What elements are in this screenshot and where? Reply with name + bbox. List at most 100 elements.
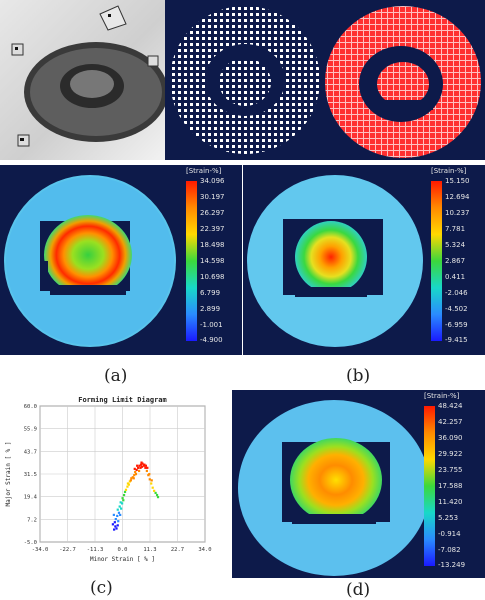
x-tick-label: -34.0: [32, 547, 49, 553]
tick-a-3: 22.397: [200, 225, 225, 233]
data-point: [113, 521, 116, 524]
data-point: [117, 511, 121, 514]
data-point: [138, 469, 141, 473]
tick-b-6: 0.411: [445, 273, 466, 281]
strain-map-d-panel: [Strain-%] 48.424 42.257 36.090 29.922 2…: [232, 390, 485, 578]
data-point: [111, 523, 114, 526]
label-c: (c): [90, 578, 113, 598]
y-tick-label: 19.4: [24, 495, 38, 501]
data-point: [114, 525, 117, 528]
white-mesh-panel: [165, 0, 321, 160]
data-point: [144, 464, 147, 467]
data-point: [116, 524, 119, 527]
data-point: [144, 466, 147, 469]
legend-title-b: [Strain-%]: [431, 167, 467, 175]
legend-title-a: [Strain-%]: [186, 167, 222, 175]
data-point: [153, 489, 156, 492]
data-point: [121, 497, 124, 500]
tick-a-2: 26.297: [200, 209, 225, 217]
data-point: [123, 490, 127, 493]
x-axis-label: Minor Strain [ % ]: [90, 556, 155, 563]
specimen-photo: [0, 0, 165, 160]
data-point: [114, 517, 117, 521]
tick-b-4: 5.324: [445, 241, 466, 249]
strain-map-b-panel: [Strain-%] 15.150 12.694 10.237 7.781 5.…: [243, 165, 485, 355]
tick-d-7: 5.253: [438, 514, 459, 522]
data-point: [146, 466, 149, 469]
tick-a-4: 18.498: [200, 241, 225, 249]
data-point: [113, 528, 116, 531]
x-tick-label: -22.7: [59, 547, 76, 553]
x-tick-label: 34.0: [198, 547, 211, 553]
chart-title: Forming Limit Diagram: [78, 396, 167, 404]
red-mesh-panel: [321, 0, 485, 160]
tick-b-1: 12.694: [445, 193, 470, 201]
data-point: [155, 493, 159, 497]
data-point: [133, 474, 136, 477]
colorbar-b: [431, 181, 442, 341]
tick-d-5: 17.588: [438, 482, 463, 490]
data-point: [116, 514, 119, 518]
data-point: [122, 499, 125, 502]
label-b: (b): [346, 366, 371, 386]
data-point: [116, 508, 119, 511]
tick-a-6: 10.698: [200, 273, 225, 281]
tick-d-8: -0.914: [438, 530, 461, 538]
data-point: [134, 470, 137, 474]
tick-d-0: 48.424: [438, 402, 463, 410]
data-point: [119, 501, 122, 504]
x-tick-label: -11.3: [87, 547, 104, 553]
data-point: [150, 482, 153, 485]
data-point: [135, 468, 138, 472]
tick-d-4: 23.755: [438, 466, 463, 474]
tick-a-7: 6.799: [200, 289, 221, 297]
data-point: [151, 486, 154, 489]
y-tick-label: 7.2: [27, 517, 37, 523]
tick-a-10: -4.900: [200, 336, 223, 344]
data-point: [119, 513, 122, 516]
data-point: [126, 482, 130, 485]
x-tick-label: 22.7: [171, 547, 184, 553]
label-a: (a): [104, 366, 128, 386]
data-point: [124, 488, 128, 491]
tick-b-7: -2.046: [445, 289, 468, 297]
data-point: [115, 527, 118, 530]
data-point: [139, 463, 143, 466]
tick-d-3: 29.922: [438, 450, 463, 458]
data-point: [148, 473, 151, 476]
y-tick-label: 43.7: [24, 449, 37, 455]
data-point: [136, 464, 139, 467]
data-point: [132, 477, 135, 480]
tick-d-10: -13.249: [438, 561, 466, 569]
tick-b-2: 10.237: [445, 209, 470, 217]
y-axis-label: Major Strain [ % ]: [5, 441, 12, 506]
data-point: [130, 477, 133, 480]
tick-d-1: 42.257: [438, 418, 463, 426]
tick-b-5: 2.867: [445, 257, 466, 265]
data-point: [126, 485, 129, 488]
data-point: [112, 513, 115, 516]
data-point: [148, 478, 151, 481]
strain-map-a-panel: [Strain-%] 34.096 30.197 26.297 22.397 1…: [0, 165, 242, 355]
tick-a-5: 14.598: [200, 257, 225, 265]
data-point: [118, 505, 121, 508]
data-point: [143, 463, 146, 466]
data-point: [134, 473, 138, 476]
label-d: (d): [346, 580, 371, 600]
tick-b-9: -6.959: [445, 321, 468, 329]
data-point: [117, 520, 120, 523]
x-tick-label: 11.3: [143, 547, 156, 553]
tick-b-3: 7.781: [445, 225, 466, 233]
tick-b-8: -4.502: [445, 305, 468, 313]
data-point: [138, 464, 141, 467]
tick-d-6: 11.420: [438, 498, 463, 506]
colorbar-d: [424, 406, 435, 566]
tick-a-0: 34.096: [200, 177, 225, 185]
data-point: [156, 496, 160, 499]
y-tick-label: -5.0: [24, 540, 37, 546]
tick-b-10: -9.415: [445, 336, 468, 344]
data-point: [145, 469, 148, 473]
data-point: [140, 461, 143, 464]
y-tick-label: 55.9: [24, 427, 37, 433]
data-point: [139, 466, 142, 469]
